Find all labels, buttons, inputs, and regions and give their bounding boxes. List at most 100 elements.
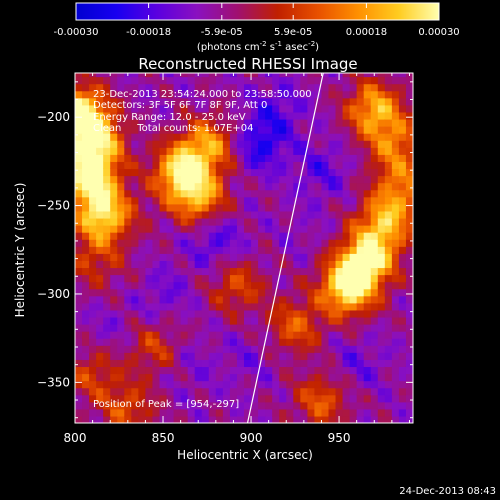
heatmap-cell (307, 232, 316, 240)
heatmap-cell (82, 345, 90, 353)
heatmap-cell (159, 182, 168, 191)
heatmap-cell (166, 104, 175, 113)
heatmap-cell (258, 394, 266, 403)
heatmap-cell (349, 203, 358, 212)
heatmap-cell (173, 161, 182, 170)
heatmap-cell (173, 324, 182, 332)
heatmap-cell (349, 253, 358, 261)
heatmap-cell (82, 246, 90, 254)
heatmap-cell (356, 104, 365, 113)
heatmap-cell (342, 415, 351, 423)
heatmap-cell (398, 253, 407, 261)
heatmap-cell (96, 175, 104, 184)
heatmap-cell (180, 126, 189, 134)
heatmap-cell (342, 309, 351, 318)
heatmap-cell (342, 408, 351, 417)
heatmap-cell (159, 196, 168, 205)
heatmap (75, 73, 413, 423)
heatmap-cell (152, 267, 161, 276)
footer-timestamp: 24-Dec-2013 08:43 (399, 486, 496, 497)
heatmap-cell (384, 267, 393, 276)
heatmap-cell (131, 401, 139, 410)
heatmap-cell (222, 352, 231, 360)
heatmap-cell (244, 316, 252, 325)
heatmap-cell (342, 104, 351, 113)
heatmap-cell (349, 217, 358, 226)
heatmap-cell (258, 366, 266, 375)
heatmap-cell (152, 288, 161, 297)
heatmap-cell (201, 203, 210, 212)
heatmap-cell (398, 210, 407, 219)
heatmap-cell (363, 104, 372, 113)
heatmap-cell (335, 175, 344, 184)
heatmap-cell (103, 373, 111, 382)
heatmap-cell (293, 366, 301, 375)
heatmap-cell (89, 161, 97, 170)
heatmap-cell (173, 401, 182, 410)
heatmap-cell (342, 154, 351, 162)
heatmap-cell (96, 133, 104, 141)
heatmap-cell (244, 260, 252, 269)
heatmap-cell (89, 154, 97, 162)
heatmap-cell (187, 232, 196, 240)
heatmap-cell (356, 140, 365, 148)
heatmap-cell (201, 225, 210, 233)
heatmap-cell (300, 401, 308, 410)
heatmap-cell (138, 118, 147, 127)
heatmap-cell (300, 239, 308, 247)
heatmap-cell (314, 373, 323, 382)
heatmap-cell (194, 147, 203, 155)
heatmap-cell (138, 352, 147, 360)
heatmap-cell (131, 232, 139, 240)
heatmap-cell (328, 210, 337, 219)
heatmap-cell (138, 210, 147, 219)
heatmap-cell (166, 295, 175, 304)
heatmap-cell (145, 387, 154, 396)
heatmap-cell (96, 140, 104, 148)
heatmap-cell (159, 90, 168, 99)
heatmap-cell (96, 281, 104, 290)
heatmap-cell (244, 239, 252, 247)
heatmap-cell (398, 232, 407, 240)
heatmap-cell (265, 225, 273, 233)
heatmap-cell (272, 189, 280, 198)
heatmap-cell (124, 415, 132, 423)
heatmap-cell (131, 126, 139, 134)
heatmap-cell (145, 118, 154, 127)
heatmap-cell (229, 380, 238, 389)
heatmap-cell (201, 73, 210, 78)
heatmap-cell (110, 232, 118, 240)
heatmap-cell (398, 76, 407, 85)
heatmap-cell (251, 168, 259, 177)
heatmap-cell (405, 126, 413, 134)
heatmap-cell (328, 324, 337, 332)
heatmap-cell (75, 217, 83, 226)
heatmap-cell (321, 168, 330, 177)
heatmap-cell (194, 126, 203, 134)
heatmap-cell (258, 97, 266, 106)
heatmap-cell (272, 366, 280, 375)
heatmap-cell (244, 295, 252, 304)
heatmap-cell (321, 345, 330, 353)
heatmap-cell (342, 126, 351, 134)
heatmap-cell (82, 352, 90, 360)
heatmap-cell (152, 359, 161, 368)
heatmap-cell (391, 182, 400, 191)
heatmap-cell (152, 302, 161, 311)
heatmap-cell (279, 189, 287, 198)
heatmap-cell (145, 267, 154, 276)
heatmap-cell (103, 302, 111, 311)
heatmap-cell (405, 373, 413, 382)
heatmap-cell (117, 316, 125, 325)
heatmap-cell (75, 133, 83, 141)
heatmap-cell (124, 161, 132, 170)
heatmap-cell (96, 408, 104, 417)
heatmap-cell (75, 210, 83, 219)
heatmap-cell (96, 366, 104, 375)
heatmap-cell (335, 203, 344, 212)
heatmap-cell (187, 359, 196, 368)
heatmap-cell (244, 90, 252, 99)
heatmap-cell (244, 140, 252, 148)
heatmap-cell (286, 90, 294, 99)
heatmap-cell (173, 387, 182, 396)
